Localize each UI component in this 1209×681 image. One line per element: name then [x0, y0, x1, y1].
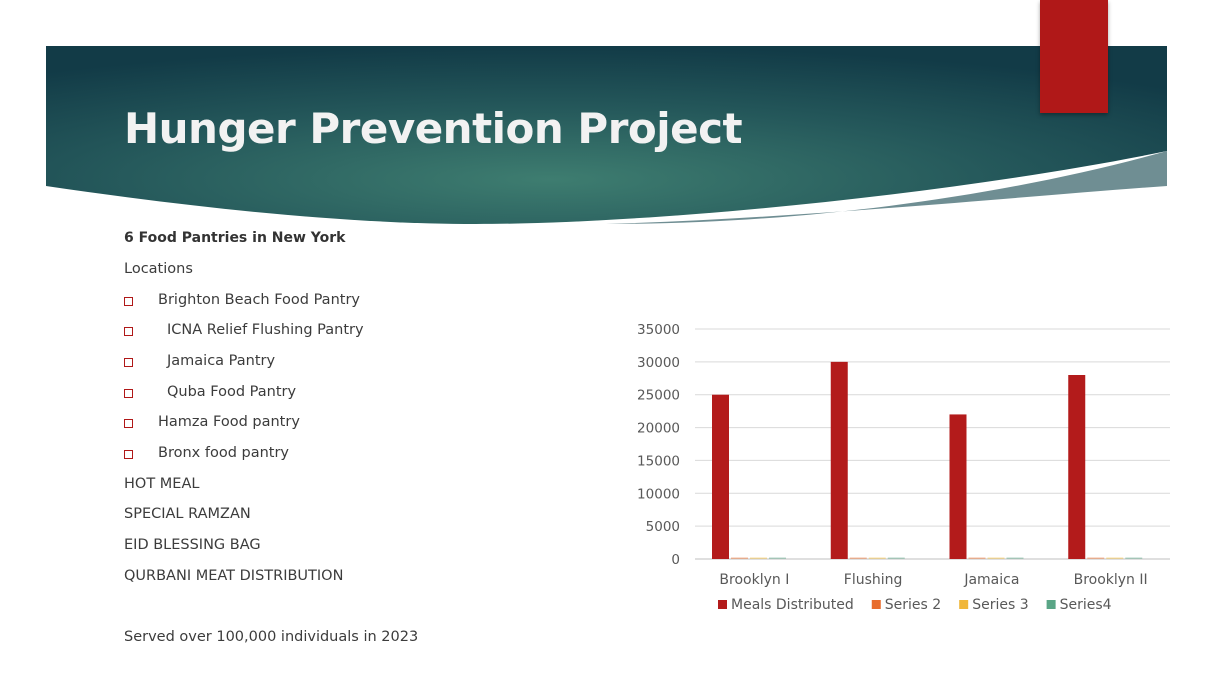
y-tick-label: 15000	[637, 453, 680, 469]
red-accent-tab	[1040, 0, 1108, 113]
list-item: Hamza Food pantry	[124, 412, 524, 432]
pantry-name: Quba Food Pantry	[167, 384, 297, 400]
bar	[1106, 557, 1124, 559]
legend-label: Series 3	[972, 597, 1028, 613]
square-bullet-icon	[124, 327, 133, 336]
square-bullet-icon	[124, 419, 133, 428]
y-tick-label: 0	[671, 552, 680, 568]
x-tick-label: Jamaica	[963, 572, 1019, 588]
legend-swatch	[718, 600, 727, 609]
list-item: Jamaica Pantry	[124, 351, 524, 371]
y-tick-label: 35000	[637, 322, 680, 338]
bar	[849, 557, 867, 559]
list-item: Brighton Beach Food Pantry	[124, 290, 524, 310]
bar	[712, 394, 729, 559]
program-item: HOT MEAL	[124, 476, 200, 492]
bar	[750, 557, 767, 559]
locations-label: Locations	[124, 261, 193, 277]
x-tick-label: Brooklyn I	[719, 572, 789, 588]
program-item: QURBANI MEAT DISTRIBUTION	[124, 568, 344, 584]
y-tick-label: 10000	[637, 486, 680, 502]
bar	[887, 557, 905, 559]
square-bullet-icon	[124, 297, 133, 306]
bar	[830, 361, 848, 559]
bar	[949, 414, 967, 559]
legend-swatch	[871, 600, 881, 609]
y-tick-label: 25000	[637, 388, 680, 404]
bar	[1125, 557, 1143, 559]
square-bullet-icon	[124, 358, 133, 367]
list-item: Quba Food Pantry	[124, 382, 524, 402]
pantry-name: Hamza Food pantry	[158, 414, 300, 430]
bar	[868, 557, 886, 559]
legend-swatch	[1046, 600, 1056, 609]
pantry-name: Jamaica Pantry	[167, 353, 276, 369]
list-item: Bronx food pantry	[124, 443, 524, 463]
program-item: EID BLESSING BAG	[124, 537, 261, 553]
y-tick-label: 20000	[637, 421, 680, 437]
pantry-name: Brighton Beach Food Pantry	[158, 292, 360, 308]
pantry-name: Bronx food pantry	[158, 445, 290, 461]
list-item: ICNA Relief Flushing Pantry	[124, 320, 524, 340]
bar	[769, 557, 786, 559]
legend-label: Series4	[1060, 597, 1112, 613]
legend-label: Series 2	[885, 597, 941, 613]
square-bullet-icon	[124, 450, 133, 459]
x-tick-label: Flushing	[844, 572, 903, 588]
y-tick-label: 30000	[637, 355, 680, 371]
bar	[1068, 375, 1086, 559]
bar	[731, 557, 748, 559]
bar	[1087, 557, 1105, 559]
x-tick-label: Brooklyn II	[1074, 572, 1148, 588]
served-summary: Served over 100,000 individuals in 2023	[124, 629, 419, 645]
legend-swatch	[959, 600, 969, 609]
legend-label: Meals Distributed	[731, 597, 854, 613]
square-bullet-icon	[124, 389, 133, 398]
slide-title: Hunger Prevention Project	[124, 104, 743, 153]
pantries-heading: 6 Food Pantries in New York	[124, 230, 346, 246]
bar	[987, 557, 1005, 559]
meals-bar-chart: 0 5000 10000 15000 20000 25000 30000 35000 Brook…	[637, 322, 1170, 613]
bar	[968, 557, 986, 559]
bar	[1006, 557, 1024, 559]
program-item: SPECIAL RAMZAN	[124, 506, 251, 522]
pantry-name: ICNA Relief Flushing Pantry	[167, 322, 364, 338]
y-tick-label: 5000	[646, 519, 680, 535]
title-banner	[46, 46, 1167, 224]
